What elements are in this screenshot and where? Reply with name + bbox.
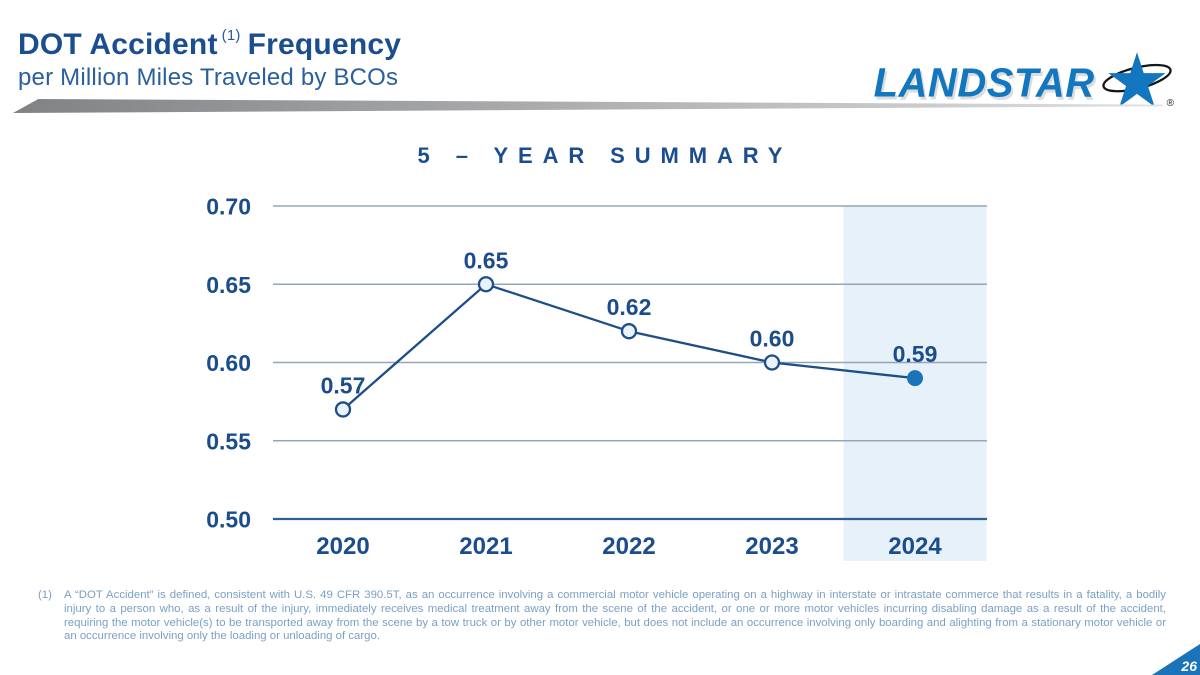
x-category-label-2023: 2023 [745, 533, 798, 560]
y-tick-label: 0.50 [206, 507, 251, 533]
landstar-logo: LANDSTAR ® [874, 50, 1180, 116]
data-label-2021: 0.65 [464, 247, 509, 273]
data-label-2023: 0.60 [750, 326, 795, 352]
footnote-reference: (1) [221, 27, 241, 44]
data-point-2024 [907, 370, 923, 387]
footnote-marker: (1) [38, 589, 52, 601]
registered-trademark-symbol: ® [1166, 97, 1174, 109]
y-tick-label: 0.65 [206, 272, 251, 298]
page-number: 26 [1181, 658, 1197, 674]
x-category-label-2024: 2024 [888, 533, 942, 560]
data-label-2020: 0.57 [321, 372, 366, 398]
footnote-text: A “DOT Accident” is defined, consistent … [64, 589, 1166, 643]
data-point-2023 [763, 354, 781, 371]
data-point-2021 [477, 276, 495, 293]
x-category-label-2021: 2021 [459, 533, 512, 560]
data-point-2020 [334, 401, 352, 418]
x-category-label-2020: 2020 [316, 533, 369, 560]
landstar-logo-text: LANDSTAR [873, 60, 1095, 105]
title-tail: Frequency [247, 28, 402, 61]
page-title: DOT Accident (1) Frequency [18, 28, 401, 61]
y-tick-label: 0.70 [206, 194, 251, 220]
y-tick-label: 0.60 [206, 350, 251, 376]
chart-title: 5 – YEAR SUMMARY [417, 143, 793, 168]
data-point-2022 [620, 323, 638, 340]
x-category-label-2022: 2022 [602, 533, 655, 560]
y-tick-label: 0.55 [206, 428, 251, 454]
title-main: DOT Accident [18, 28, 218, 61]
data-label-2022: 0.62 [607, 294, 652, 320]
header-title-block: DOT Accident (1) Frequency per Million Mil… [18, 28, 401, 92]
footnote: (1) A “DOT Accident” is defined, consist… [38, 589, 1166, 644]
data-label-2024: 0.59 [893, 341, 938, 367]
page-subtitle: per Million Miles Traveled by BCOs [18, 63, 399, 91]
landstar-star-icon [1101, 52, 1172, 107]
